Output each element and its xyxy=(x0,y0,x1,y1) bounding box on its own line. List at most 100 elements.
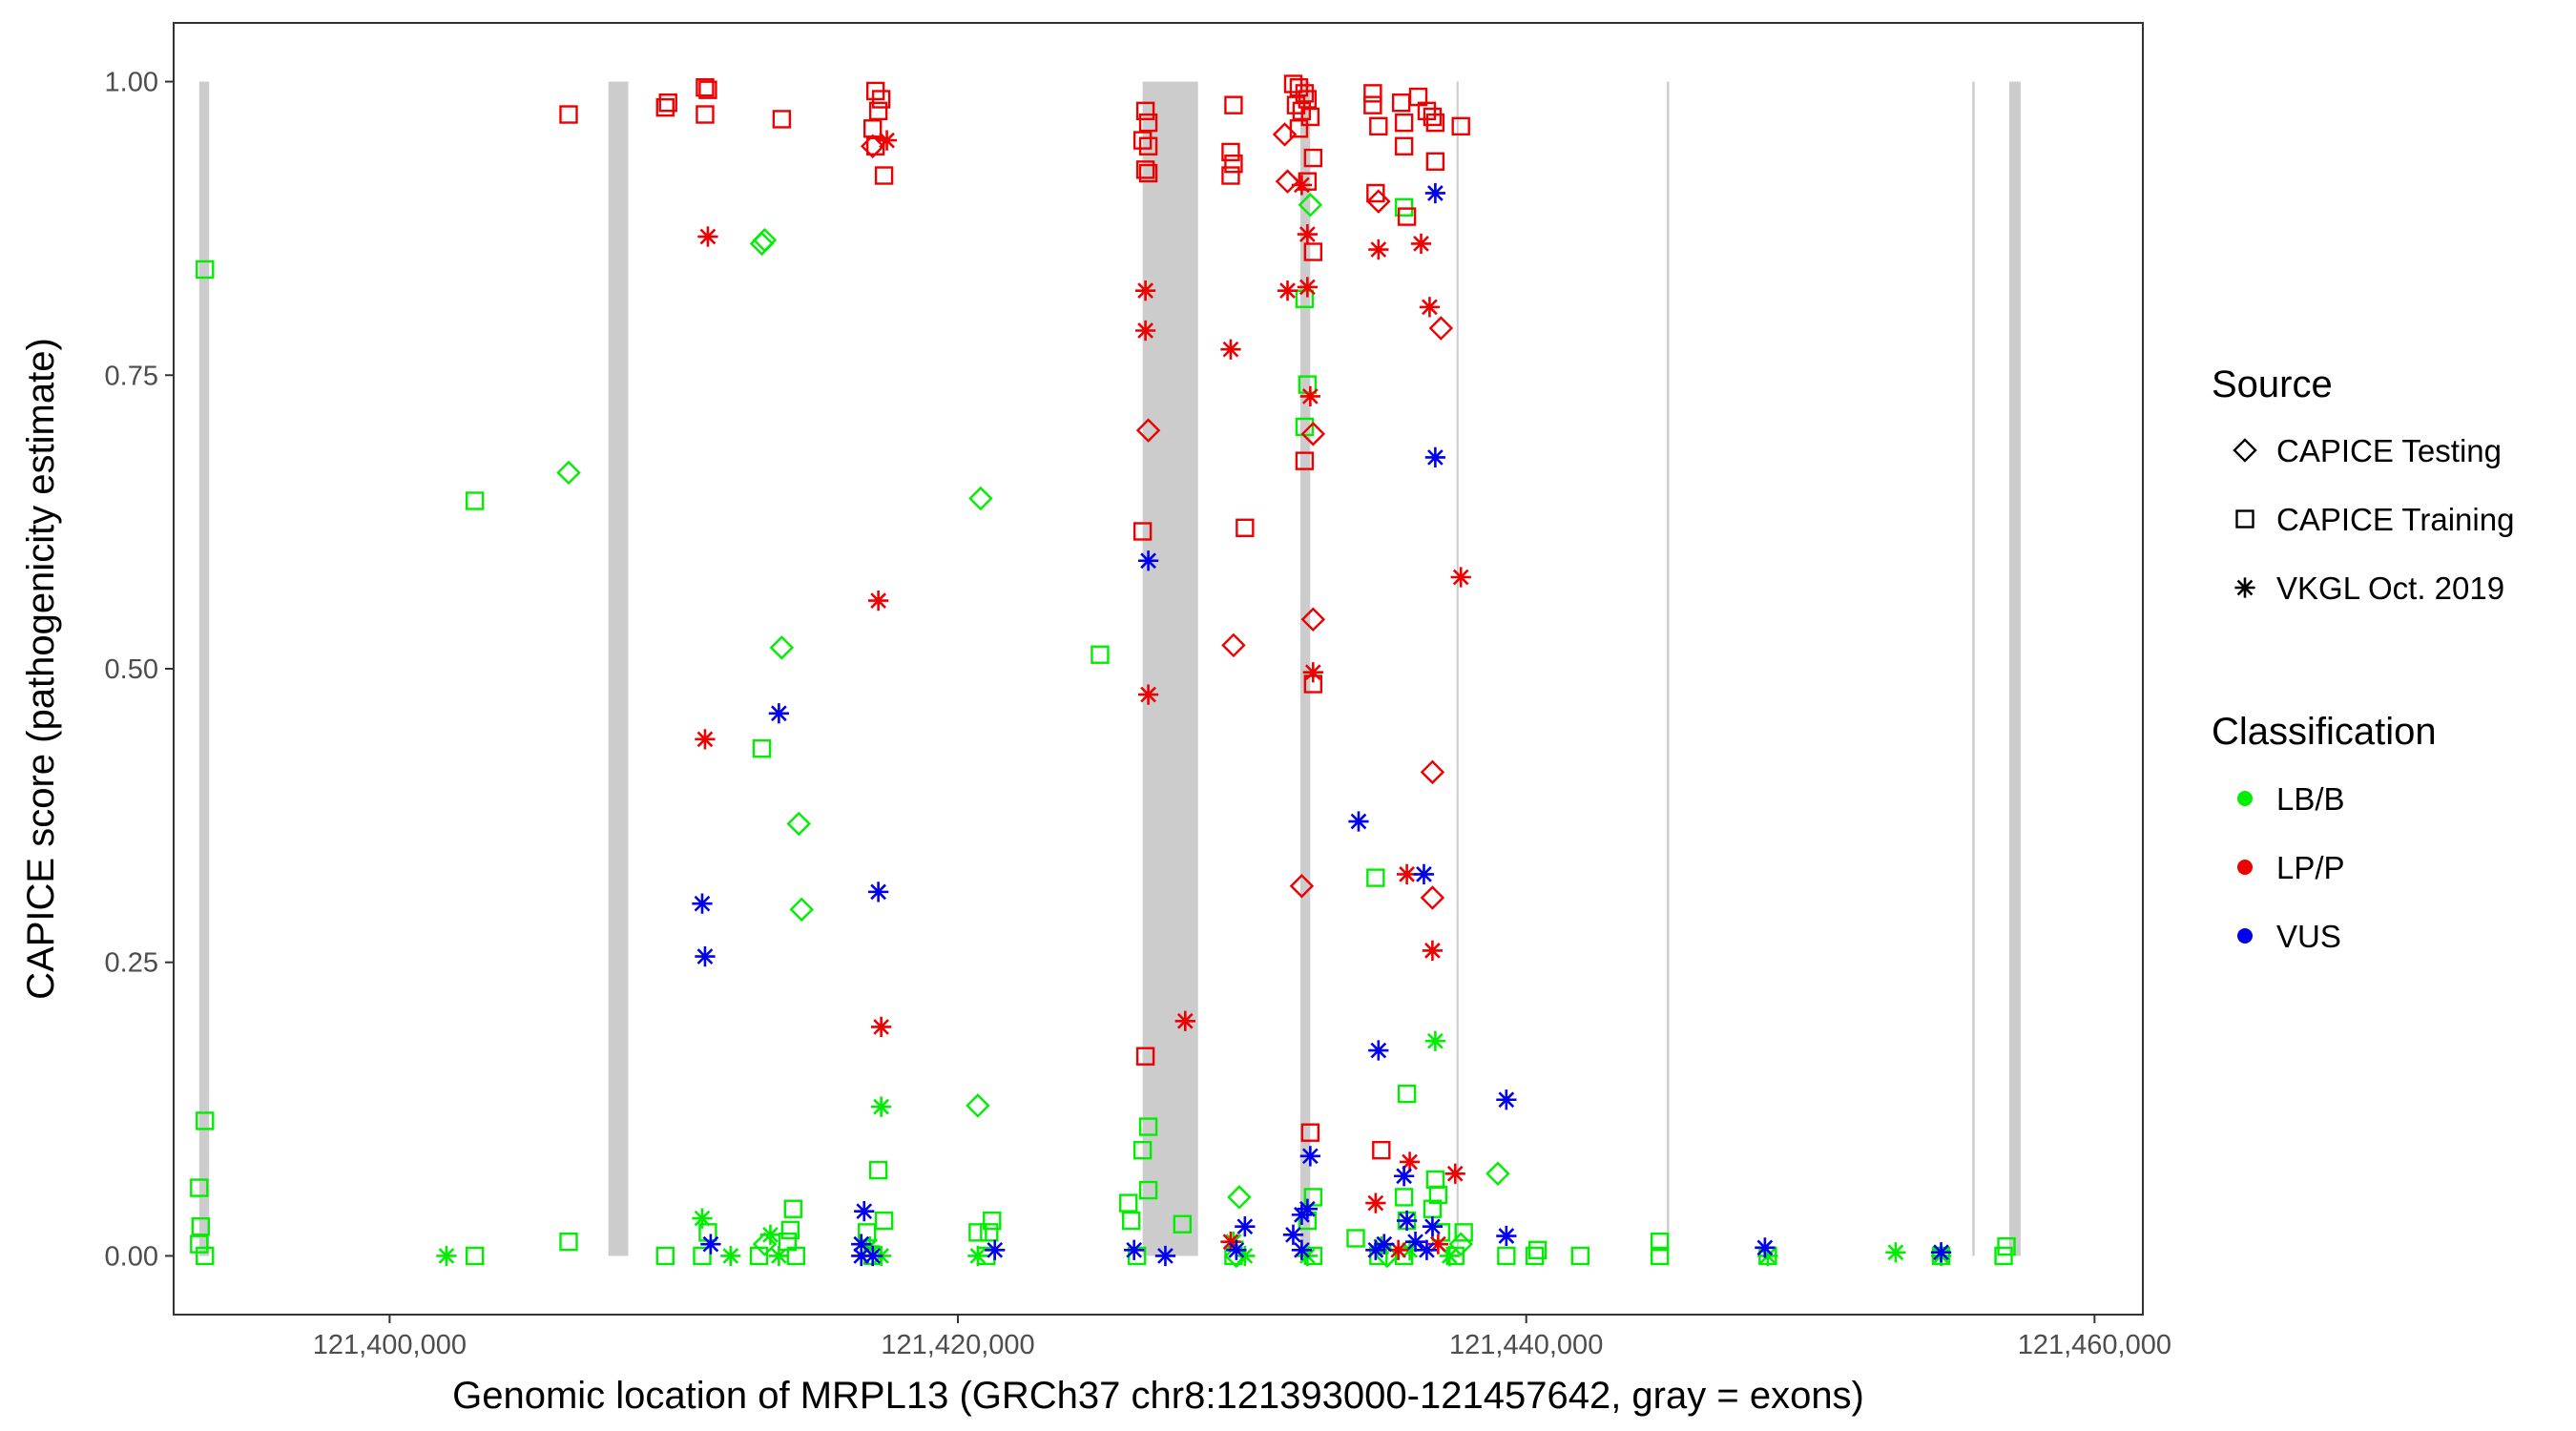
data-point xyxy=(876,130,898,151)
data-point xyxy=(1282,1224,1304,1245)
data-point xyxy=(1235,1245,1256,1267)
x-tick-label: 121,440,000 xyxy=(1449,1330,1603,1360)
data-point xyxy=(1399,1239,1421,1260)
data-point xyxy=(780,1220,800,1240)
data-point xyxy=(1375,1243,1400,1269)
data-point xyxy=(1525,1246,1545,1266)
data-point xyxy=(1224,155,1243,174)
data-point xyxy=(1650,1232,1670,1252)
data-point xyxy=(854,1201,875,1222)
data-point xyxy=(966,1093,990,1118)
data-point xyxy=(695,945,716,967)
data-point xyxy=(692,893,713,914)
data-point xyxy=(1366,189,1391,214)
data-point xyxy=(1297,277,1318,298)
data-point xyxy=(1420,759,1445,785)
data-point xyxy=(860,1235,881,1257)
data-point xyxy=(1286,95,1306,114)
x-axis: 121,400,000 121,420,000 121,440,000 121,460… xyxy=(313,1315,2171,1360)
data-point xyxy=(1220,339,1241,360)
data-point xyxy=(1410,233,1432,255)
legend-item-classification: LP/P xyxy=(2237,850,2345,885)
data-point xyxy=(868,881,889,902)
data-point xyxy=(1363,95,1382,114)
data-point xyxy=(1416,1239,1438,1260)
data-point xyxy=(1174,1010,1195,1031)
data-point xyxy=(1454,1223,1473,1242)
data-point xyxy=(1346,1229,1365,1248)
data-point xyxy=(1132,1140,1153,1160)
data-point xyxy=(1428,316,1454,341)
y-tick-label: 0.75 xyxy=(105,361,158,391)
data-point xyxy=(1221,633,1246,658)
data-point xyxy=(556,460,581,486)
data-point xyxy=(1138,1117,1158,1136)
data-point xyxy=(1298,193,1323,218)
data-point xyxy=(466,491,485,510)
data-point xyxy=(1275,169,1300,194)
data-point xyxy=(862,1245,883,1267)
data-point xyxy=(196,1111,215,1130)
data-point xyxy=(1439,1245,1460,1267)
data-point xyxy=(1396,1210,1418,1232)
exon-band xyxy=(198,81,210,1256)
data-point xyxy=(1428,1185,1448,1205)
legend-label: CAPICE Training xyxy=(2276,502,2514,537)
data-point xyxy=(1396,863,1418,885)
data-point xyxy=(789,897,814,923)
dot-icon xyxy=(2237,791,2253,806)
legend-source-items: CAPICE Testing CAPICE Training VKGL Oct. 2… xyxy=(2233,433,2514,606)
data-point xyxy=(1138,136,1158,156)
data-point xyxy=(1283,74,1303,93)
data-point xyxy=(692,1208,713,1229)
data-point xyxy=(1496,1089,1517,1110)
data-point xyxy=(1994,1246,2013,1266)
exon-band xyxy=(1667,81,1670,1256)
diamond-icon xyxy=(2233,438,2257,463)
legend-label: CAPICE Testing xyxy=(2276,433,2502,468)
data-point xyxy=(1497,1246,1516,1266)
x-tick-label: 121,460,000 xyxy=(2018,1330,2171,1360)
data-point xyxy=(768,703,790,724)
legend-item-source: VKGL Oct. 2019 xyxy=(2234,570,2504,606)
data-point xyxy=(1299,1146,1320,1167)
data-point xyxy=(196,1246,215,1266)
data-point xyxy=(658,93,677,113)
y-tick-label: 0.25 xyxy=(105,948,158,979)
data-point xyxy=(1227,1185,1252,1210)
data-point xyxy=(1300,607,1326,633)
data-point xyxy=(783,1199,802,1218)
data-point xyxy=(870,1016,892,1038)
data-point xyxy=(1289,873,1315,899)
data-point xyxy=(1368,1040,1389,1061)
data-point xyxy=(1366,868,1385,887)
legend-label: VUS xyxy=(2276,919,2341,954)
data-point xyxy=(868,101,888,121)
exon-band xyxy=(608,81,629,1256)
data-point xyxy=(1173,1214,1193,1234)
data-point xyxy=(1132,522,1153,541)
data-point xyxy=(1154,1245,1176,1267)
data-point xyxy=(1413,863,1435,885)
data-point xyxy=(1224,95,1243,114)
exon-bands xyxy=(198,81,2021,1256)
data-point xyxy=(1221,142,1240,162)
data-point xyxy=(985,1239,1006,1260)
data-point xyxy=(1135,101,1155,121)
legend-title-source: Source xyxy=(2212,363,2333,405)
legend-label: LB/B xyxy=(2276,781,2345,817)
data-point xyxy=(1368,238,1389,260)
data-point xyxy=(967,1245,988,1267)
data-point xyxy=(1366,183,1385,203)
data-point xyxy=(1496,1225,1517,1247)
data-point xyxy=(698,80,717,99)
data-point xyxy=(1277,280,1298,301)
data-point xyxy=(190,1234,209,1254)
data-point xyxy=(1303,148,1323,168)
data-point xyxy=(1220,1232,1241,1253)
data-point xyxy=(1424,446,1446,468)
data-point xyxy=(759,1224,781,1245)
data-point xyxy=(1397,1084,1417,1104)
exon-band xyxy=(1972,81,1975,1256)
